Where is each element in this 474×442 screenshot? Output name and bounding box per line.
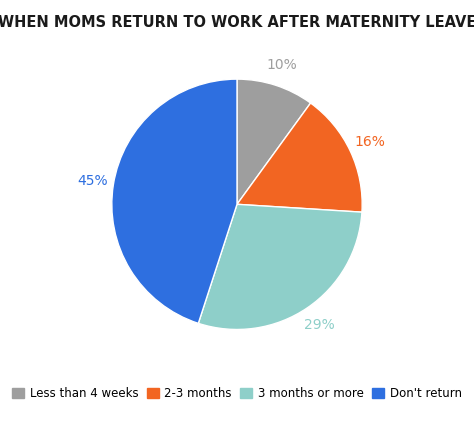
Text: 29%: 29% [304,318,335,332]
Wedge shape [237,79,310,204]
Text: 10%: 10% [267,58,298,72]
Text: 16%: 16% [354,135,385,149]
Title: WHEN MOMS RETURN TO WORK AFTER MATERNITY LEAVE: WHEN MOMS RETURN TO WORK AFTER MATERNITY… [0,15,474,30]
Wedge shape [237,103,362,212]
Wedge shape [198,204,362,329]
Legend: Less than 4 weeks, 2-3 months, 3 months or more, Don't return: Less than 4 weeks, 2-3 months, 3 months … [8,382,466,405]
Wedge shape [112,79,237,324]
Text: 45%: 45% [77,175,108,188]
